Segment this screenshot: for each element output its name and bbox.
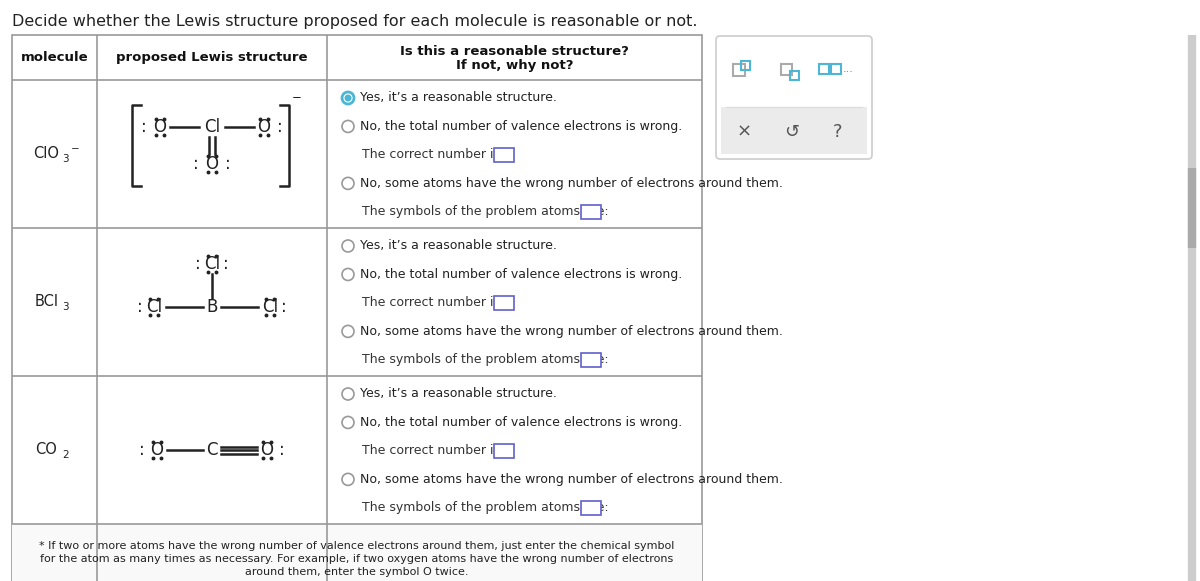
Text: :: : — [223, 255, 229, 273]
Bar — [742, 61, 750, 70]
Text: Yes, it’s a reasonable structure.: Yes, it’s a reasonable structure. — [360, 388, 557, 400]
Bar — [581, 205, 601, 219]
Bar — [818, 64, 829, 74]
Text: CO: CO — [36, 443, 58, 457]
Text: :: : — [280, 441, 284, 459]
Bar — [493, 444, 514, 458]
Text: for the atom as many times as necessary. For example, if two oxygen atoms have t: for the atom as many times as necessary.… — [41, 554, 673, 564]
Text: Cl: Cl — [204, 255, 220, 273]
Bar — [493, 296, 514, 310]
Text: :: : — [193, 155, 199, 173]
Text: The symbols of the problem atoms are:: The symbols of the problem atoms are: — [362, 353, 608, 367]
Text: 3: 3 — [62, 302, 70, 312]
Text: O: O — [260, 441, 274, 459]
Bar — [12, 524, 702, 581]
Text: O: O — [205, 155, 218, 173]
Text: around them, enter the symbol O twice.: around them, enter the symbol O twice. — [245, 567, 469, 577]
Text: ClO: ClO — [34, 146, 60, 162]
Bar — [581, 353, 601, 367]
Text: Cl: Cl — [204, 118, 220, 136]
Text: 3: 3 — [62, 154, 70, 164]
Text: −: − — [292, 91, 302, 104]
Text: ?: ? — [833, 123, 841, 141]
Text: * If two or more atoms have the wrong number of valence electrons around them, j: * If two or more atoms have the wrong nu… — [40, 541, 674, 551]
Text: No, the total number of valence electrons is wrong.: No, the total number of valence electron… — [360, 416, 683, 429]
Text: :: : — [137, 298, 143, 316]
Text: :: : — [281, 298, 287, 316]
Text: The correct number is:: The correct number is: — [362, 296, 504, 310]
Text: Cl: Cl — [262, 298, 278, 316]
Text: No, some atoms have the wrong number of electrons around them.: No, some atoms have the wrong number of … — [360, 473, 782, 486]
Text: BCl: BCl — [35, 295, 59, 310]
Text: ...: ... — [842, 64, 854, 74]
Text: The correct number is:: The correct number is: — [362, 444, 504, 457]
Text: :: : — [277, 118, 283, 136]
Text: The correct number is:: The correct number is: — [362, 148, 504, 162]
Text: Yes, it’s a reasonable structure.: Yes, it’s a reasonable structure. — [360, 239, 557, 253]
Text: Is this a reasonable structure?: Is this a reasonable structure? — [400, 45, 629, 58]
Text: 2: 2 — [62, 450, 70, 460]
Text: :: : — [226, 155, 230, 173]
Circle shape — [344, 95, 352, 102]
Text: C: C — [206, 441, 217, 459]
Text: No, the total number of valence electrons is wrong.: No, the total number of valence electron… — [360, 268, 683, 281]
Bar — [790, 71, 799, 80]
Text: Decide whether the Lewis structure proposed for each molecule is reasonable or n: Decide whether the Lewis structure propo… — [12, 14, 697, 29]
Text: Yes, it’s a reasonable structure.: Yes, it’s a reasonable structure. — [360, 91, 557, 105]
Text: No, some atoms have the wrong number of electrons around them.: No, some atoms have the wrong number of … — [360, 177, 782, 190]
Text: Cl: Cl — [146, 298, 162, 316]
Text: :: : — [142, 118, 146, 136]
Text: No, the total number of valence electrons is wrong.: No, the total number of valence electron… — [360, 120, 683, 133]
Text: O: O — [150, 441, 163, 459]
Text: −: − — [71, 144, 79, 154]
Text: O: O — [258, 118, 270, 136]
Bar — [721, 107, 866, 154]
Text: The symbols of the problem atoms are:: The symbols of the problem atoms are: — [362, 501, 608, 514]
Text: O: O — [154, 118, 167, 136]
Bar — [493, 148, 514, 162]
Bar — [733, 64, 745, 76]
FancyBboxPatch shape — [716, 36, 872, 159]
Text: ×: × — [737, 123, 751, 141]
Bar — [12, 35, 702, 581]
Text: If not, why not?: If not, why not? — [456, 59, 574, 72]
Bar — [781, 64, 792, 75]
Text: proposed Lewis structure: proposed Lewis structure — [116, 51, 307, 64]
Text: molecule: molecule — [20, 51, 89, 64]
Text: ↺: ↺ — [785, 123, 799, 141]
Text: The symbols of the problem atoms are:: The symbols of the problem atoms are: — [362, 205, 608, 218]
Text: :: : — [196, 255, 200, 273]
Text: No, some atoms have the wrong number of electrons around them.: No, some atoms have the wrong number of … — [360, 325, 782, 338]
Text: :: : — [139, 441, 145, 459]
Text: B: B — [206, 298, 217, 316]
Bar — [581, 501, 601, 515]
Bar — [830, 64, 841, 74]
